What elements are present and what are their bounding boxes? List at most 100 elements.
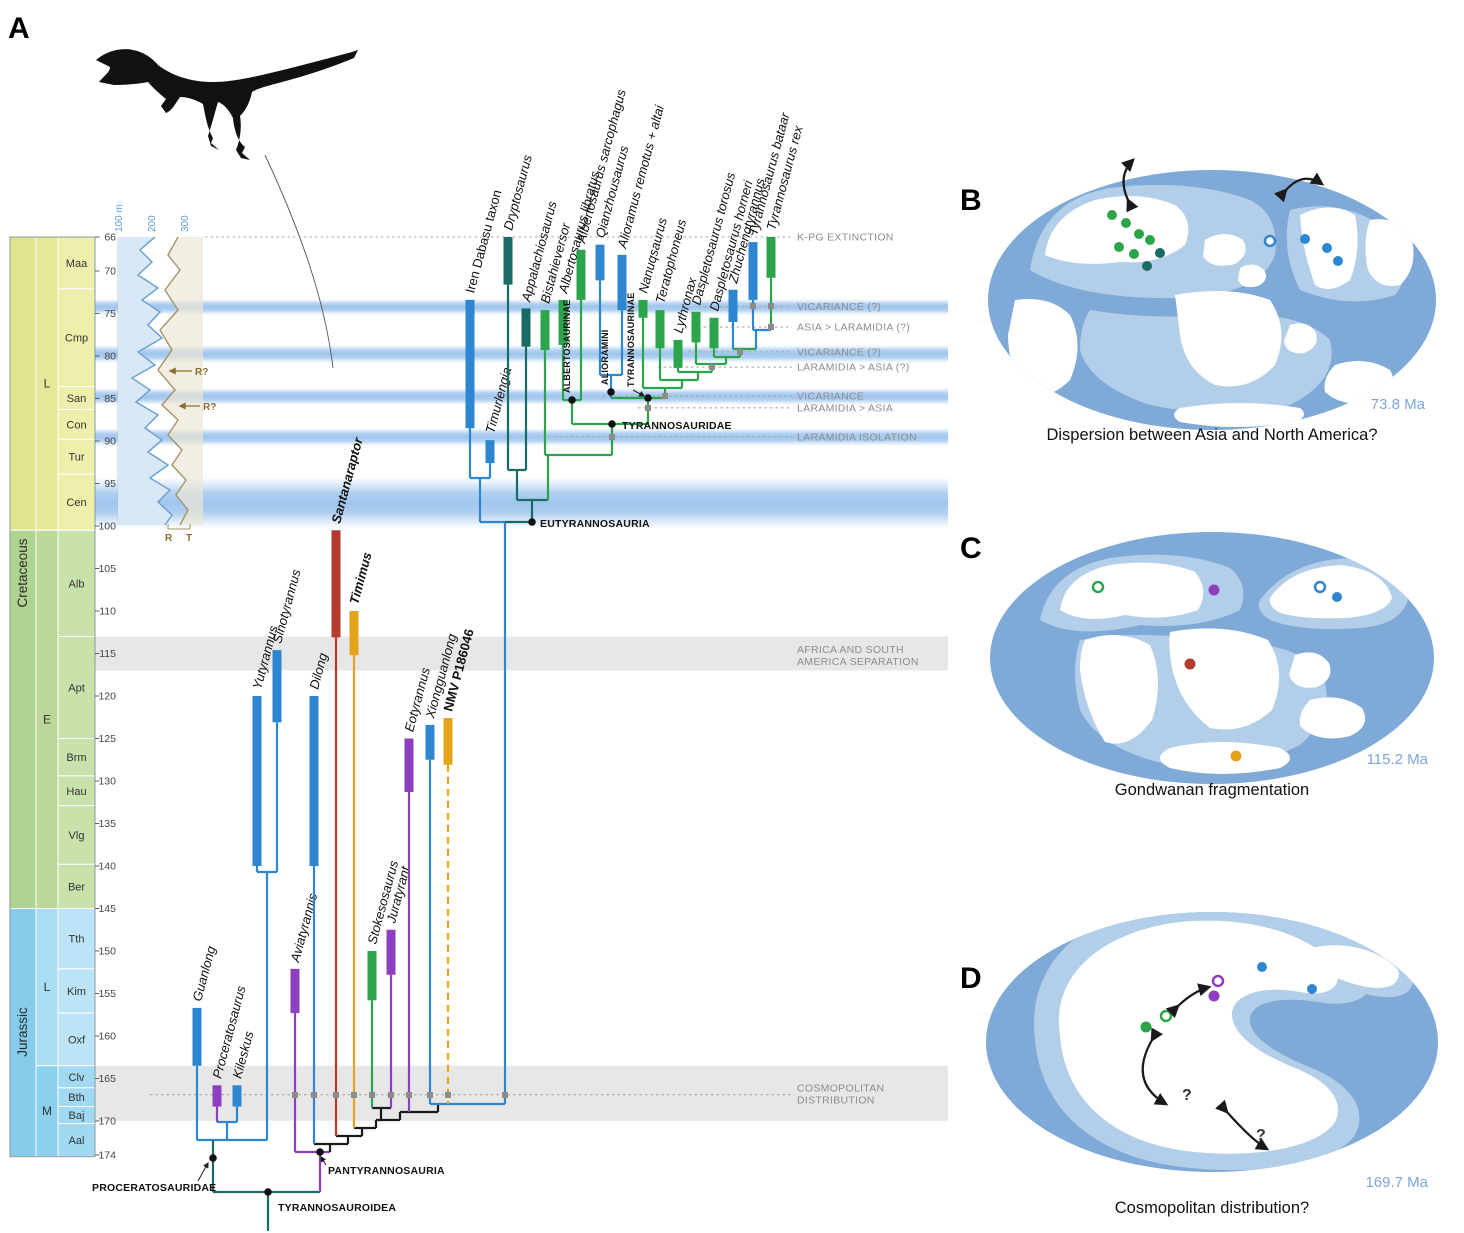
occurrence-dot — [1184, 658, 1196, 670]
clade-label-tyrannosauridae: TYRANNOSAURIDAE — [622, 420, 732, 432]
occurrence-dot — [1129, 249, 1139, 259]
taxon-range-bar — [485, 440, 495, 464]
clade-label-proceratosauridae: PROCERATOSAURIDAE — [92, 1182, 216, 1194]
occurrence-dot-open — [1211, 974, 1225, 988]
taxon-range-bar — [465, 299, 475, 429]
taxon-range-bar — [425, 724, 435, 760]
taxon-range-bar — [192, 1007, 202, 1066]
node-dots — [209, 388, 652, 1196]
stage-label: Con — [66, 419, 86, 431]
taxon-range-bar — [349, 611, 359, 656]
stage-label: Tth — [69, 934, 85, 946]
map-b-age: 73.8 Ma — [1371, 396, 1426, 413]
occurrence-dot — [1333, 256, 1343, 266]
epoch-label: L — [44, 980, 51, 994]
stage-label: San — [67, 393, 87, 405]
landmass-pangea — [1058, 920, 1339, 1154]
clade-arrow — [632, 389, 646, 397]
occurrence-dots-b — [1107, 210, 1343, 271]
taxon-range-bar — [521, 308, 531, 347]
dispersal-marker — [369, 1092, 375, 1098]
axis-tick-label: 110 — [99, 606, 116, 618]
stage-label: Brm — [66, 752, 86, 764]
depth-label: 100 m — [114, 204, 125, 232]
taxon-range-bar — [576, 249, 586, 300]
taxon-label: Aviatyrannis — [287, 891, 320, 964]
taxon-range-bar — [443, 718, 453, 765]
stage-label: Ber — [68, 881, 85, 893]
taxon-range-bar — [638, 299, 648, 318]
dispersal-marker — [292, 1092, 298, 1098]
rt-curve-fill — [158, 237, 203, 525]
axis-tick-label: 70 — [104, 266, 116, 278]
event-label: K-PG EXTINCTION — [797, 232, 894, 244]
occurrence-dot — [1155, 248, 1165, 258]
map-b: 73.8 Ma Dispersion between Asia and Nort… — [960, 158, 1436, 444]
dispersal-marker — [768, 324, 774, 330]
biogeographic-events: K-PG EXTINCTION VICARIANCE (?) ASIA > LARA… — [150, 232, 919, 1107]
sea-level-fill — [118, 237, 172, 525]
occurrence-dot — [1121, 218, 1131, 228]
axis-tick-label: 155 — [98, 988, 116, 1000]
map-c-age: 115.2 Ma — [1367, 751, 1429, 768]
stage-label: Clv — [69, 1072, 85, 1084]
occurrence-dot — [1145, 235, 1155, 245]
clade-label-albertosaurinae: ALBERTOSAURINAE — [562, 300, 572, 393]
rt-curve-line — [157, 236, 189, 526]
axis-tick-label: 90 — [104, 436, 116, 448]
stage-label: Baj — [69, 1110, 85, 1122]
stage-cell — [57, 1012, 96, 1067]
dispersal-marker — [445, 1092, 451, 1098]
map-b-caption: Dispersion between Asia and North Americ… — [1046, 426, 1377, 444]
node-dot — [607, 388, 615, 396]
question-mark: ? — [1256, 1127, 1266, 1144]
node-dot — [644, 394, 652, 402]
axis-tick-label: 75 — [104, 308, 116, 320]
occurrence-dot-open — [1313, 580, 1327, 594]
taxon-range-bar — [331, 530, 341, 638]
occurrence-dot-open — [1091, 580, 1105, 594]
event-label: AMERICA SEPARATION — [797, 656, 919, 668]
taxon-label: Guanlong — [189, 944, 218, 1003]
occurrence-dot — [1230, 750, 1242, 762]
taxon-label: Timimus — [346, 550, 374, 605]
dispersal-arrow — [1120, 158, 1139, 213]
occurrence-dot — [1332, 592, 1342, 602]
occurrence-dot — [1300, 234, 1310, 244]
stage-cell — [57, 1123, 96, 1158]
dispersal-arrow — [1141, 1027, 1169, 1106]
axis-tick-label: 95 — [104, 478, 116, 490]
dispersal-marker — [333, 1092, 339, 1098]
stage-label: Apt — [68, 683, 85, 695]
axis-tick-label: 125 — [98, 733, 116, 745]
taxon-range-bar — [212, 1085, 222, 1107]
node-dot — [209, 1154, 217, 1162]
axis-tick-label: 85 — [104, 393, 116, 405]
landmass-antarctica — [1174, 403, 1304, 427]
period-label: Jurassic — [15, 1007, 30, 1057]
timescale-border — [9, 236, 96, 1158]
clade-label-tyrannosaurinae: TYRANNOSAURINAE — [626, 292, 636, 387]
taxon-range-bar — [540, 310, 550, 351]
panel-letter-c: C — [960, 532, 982, 565]
axis-tick-label: 135 — [98, 818, 116, 830]
axis-tick-label: 115 — [99, 648, 116, 660]
dispersal-marker — [502, 1092, 508, 1098]
axis-tick-label: 66 — [104, 232, 116, 244]
dispersal-arrow — [1274, 172, 1325, 203]
event-label: VICARIANCE (?) — [797, 346, 881, 358]
axis-tick-label: 170 — [98, 1116, 116, 1128]
axis-tick-label: 150 — [98, 946, 116, 958]
occurrence-dot — [1142, 261, 1152, 271]
stage-label: Kim — [67, 986, 86, 998]
occurrence-dot — [1134, 229, 1144, 239]
map-d: ? ? 169.7 Ma Cosmopolitan distribution? … — [960, 912, 1438, 1217]
stage-label: Maa — [66, 258, 88, 270]
panel-letter-b: B — [960, 184, 982, 217]
dispersal-marker — [609, 434, 615, 440]
dispersal-marker — [351, 1092, 357, 1098]
axis-tick-label: 105 — [98, 563, 116, 575]
stage-label: Tur — [68, 452, 84, 464]
node-dot — [264, 1188, 272, 1196]
depth-label: 200 — [147, 215, 158, 232]
